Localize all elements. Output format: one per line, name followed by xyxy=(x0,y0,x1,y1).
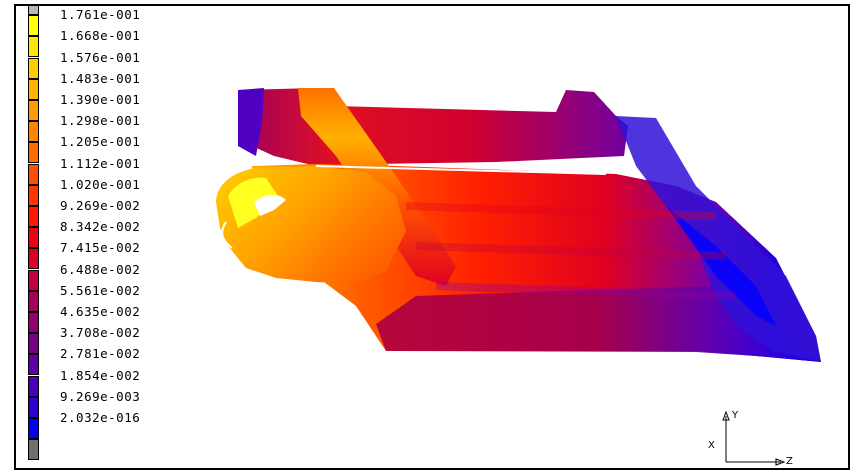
legend-swatch xyxy=(28,312,39,333)
legend-level-label: 9.269e-002 xyxy=(60,198,141,213)
model-right-end xyxy=(616,116,821,362)
legend-swatch xyxy=(28,78,39,100)
legend-swatch xyxy=(28,396,39,418)
legend-swatch xyxy=(28,36,39,58)
triad-z-label: Z xyxy=(786,456,793,467)
legend-swatch xyxy=(28,100,39,121)
model-top-rail xyxy=(238,88,628,166)
graphics-viewport[interactable]: 1.854e-0011.761e-0011.668e-0011.576e-001… xyxy=(14,4,850,470)
legend-swatch xyxy=(28,354,39,376)
legend-level-label: 9.269e-003 xyxy=(60,388,141,404)
legend-level-label: 2.032e-016 xyxy=(60,410,141,425)
legend-level-label: 1.298e-001 xyxy=(60,113,141,129)
legend-swatch xyxy=(28,6,39,15)
legend-swatch xyxy=(28,375,39,397)
legend-swatch xyxy=(28,333,39,355)
legend-swatch xyxy=(28,163,39,185)
legend-level-label: 4.635e-002 xyxy=(60,304,141,319)
legend-swatch xyxy=(28,121,39,143)
legend-swatch xyxy=(28,269,39,291)
legend-level-label: 1.112e-001 xyxy=(60,155,141,171)
legend-level-label: 1.483e-001 xyxy=(60,70,141,86)
legend-swatch xyxy=(28,439,39,461)
legend-swatch xyxy=(28,206,39,227)
triad-x-label: X xyxy=(708,440,715,451)
contour-plot-model[interactable] xyxy=(16,6,850,470)
legend-swatch xyxy=(28,418,39,439)
legend-swatch xyxy=(28,248,39,270)
legend-swatch xyxy=(28,142,39,164)
legend-level-label: 8.342e-002 xyxy=(60,219,141,235)
model-left-edge xyxy=(238,88,264,156)
legend-level-label: 6.488e-002 xyxy=(60,261,141,277)
legend-swatch xyxy=(28,15,39,37)
legend-swatch xyxy=(28,57,39,79)
legend-level-label: 1.668e-001 xyxy=(60,28,141,44)
legend-level-label: 5.561e-002 xyxy=(60,282,141,298)
legend-swatch xyxy=(28,290,39,312)
legend-level-label: 2.781e-002 xyxy=(60,346,141,362)
legend-level-label: 3.708e-002 xyxy=(60,325,141,341)
coordinate-triad: Y X Z xyxy=(708,410,793,467)
triad-y-label: Y xyxy=(731,410,739,421)
legend-level-label: 1.761e-001 xyxy=(60,7,141,23)
legend-level-label: 7.415e-002 xyxy=(60,240,141,256)
legend-level-label: 1.576e-001 xyxy=(60,49,141,65)
model-lower-flange xyxy=(376,286,821,362)
legend-level-label: 1.020e-001 xyxy=(60,176,141,192)
legend-swatch xyxy=(28,184,39,206)
legend-level-label: 1.205e-001 xyxy=(60,134,141,150)
legend-level-label: 1.854e-002 xyxy=(60,367,141,383)
legend-swatch xyxy=(28,227,39,249)
legend-level-label: 1.390e-001 xyxy=(60,92,141,107)
